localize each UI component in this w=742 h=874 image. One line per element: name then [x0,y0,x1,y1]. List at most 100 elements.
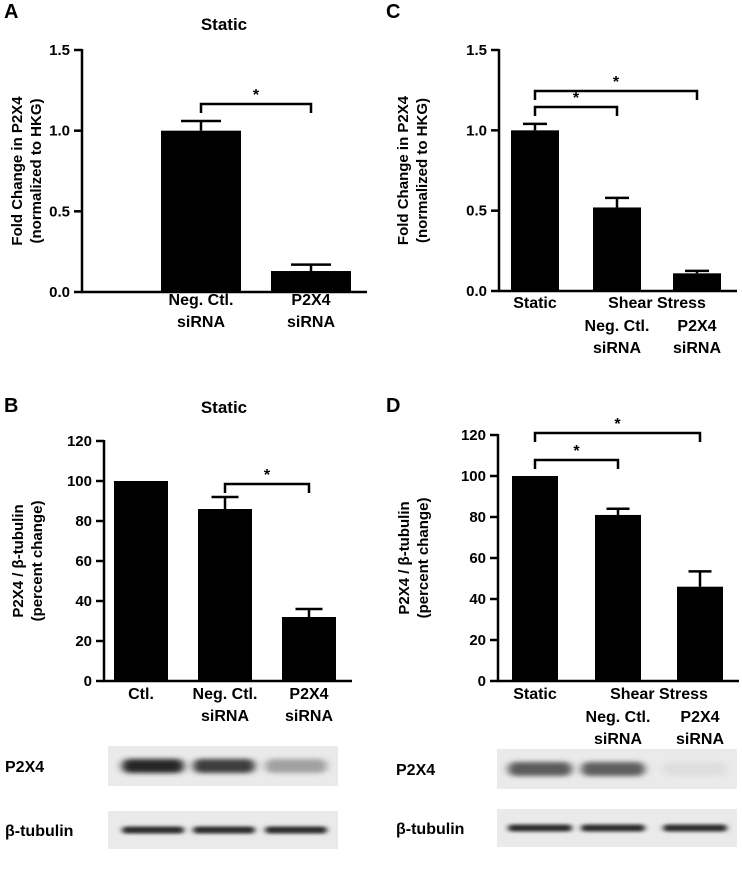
panel-letter-a: A [4,1,18,23]
y-axis-label-line: P2X4 / β-tubulin [396,501,413,614]
blot-band [663,762,727,776]
y-tick-label: 1.0 [49,123,70,140]
y-axis-label-line: (normalized to HKG) [28,98,45,243]
blot-band [265,826,327,834]
panel-letter-d: D [386,395,400,417]
y-tick-label: 0.0 [49,284,70,301]
blot-band [122,759,184,773]
significance-bracket [199,102,313,113]
blot-row-beta-tubulin: β-tubulin [396,809,737,847]
x-category-label: P2X4 [291,292,330,309]
panel-letter-c: C [386,1,400,23]
blot-band [663,824,727,832]
blot-band [122,826,184,834]
blot-row-label: P2X4 [5,759,44,776]
x-category-label: P2X4 [677,318,716,335]
significance-bracket [533,431,702,442]
chart-b: Static P2X4 / β-tubulin (percent change) 0 2… [10,398,352,725]
significance-mark: * [614,416,621,433]
blot-row-label: β-tubulin [396,821,464,838]
blot-row-p2x4: P2X4 [5,746,338,786]
y-axis-label: P2X4 / β-tubulin (percent change) [10,501,46,622]
bar [198,509,252,681]
y-tick-label: 1.5 [466,42,487,59]
x-group-label: Shear Stress [608,295,706,312]
significance-bracket [533,89,699,100]
x-category-label: Static [513,295,557,312]
y-axis-label: Fold Change in P2X4 (normalized to HKG) [9,96,45,246]
x-category-label: siRNA [287,314,335,331]
y-tick-label: 20 [75,633,92,650]
x-category-label: Neg. Ctl. [193,686,258,703]
x-category-label: Neg. Ctl. [169,292,234,309]
blot-band [508,762,572,776]
y-tick-label: 60 [75,553,92,570]
significance-bracket [533,105,619,116]
chart-title: Static [201,15,247,34]
bar [161,130,241,292]
y-tick-label: 80 [469,509,486,526]
y-tick-label: 0 [478,673,486,690]
y-axis-label-line: (percent change) [29,501,46,622]
y-tick-label: 60 [469,550,486,567]
y-tick-label: 40 [75,593,92,610]
significance-mark: * [264,467,271,484]
bar [593,207,641,291]
x-group-label: Shear Stress [610,686,708,703]
blot-row-label: β-tubulin [5,823,73,840]
x-category-label: siRNA [676,731,724,748]
x-category-label: siRNA [594,731,642,748]
y-tick-label: 1.0 [466,122,487,139]
y-tick-label: 0.0 [466,283,487,300]
chart-title: Static [201,398,247,417]
y-axis-label: P2X4 / β-tubulin (percent change) [396,498,432,619]
blot-band [508,824,572,832]
x-category-label: siRNA [285,708,333,725]
blot-band [581,824,645,832]
x-category-label: Ctl. [128,686,154,703]
y-tick-label: 0.5 [466,203,487,220]
y-tick-label: 0 [84,673,92,690]
y-tick-label: 80 [75,513,92,530]
y-tick-label: 40 [469,591,486,608]
y-tick-label: 1.5 [49,42,70,59]
x-category-label: siRNA [201,708,249,725]
x-category-label: Neg. Ctl. [585,318,650,335]
blot-band [193,826,255,834]
bar [673,273,721,291]
x-category-label: siRNA [593,340,641,357]
y-tick-label: 120 [461,427,486,444]
bar [512,476,558,681]
bar [511,130,559,291]
significance-mark: * [253,87,260,104]
y-axis-label-line: Fold Change in P2X4 [9,96,26,246]
x-category-label: P2X4 [289,686,328,703]
bar [677,586,723,681]
blot-band [265,759,327,773]
blot-band [581,762,645,776]
bar [114,481,168,681]
western-blot-d: P2X4 β-tubulin [396,749,737,847]
significance-mark: * [573,90,580,107]
y-tick-label: 0.5 [49,203,70,220]
blot-row-p2x4: P2X4 [396,749,737,789]
x-category-label: Static [513,686,557,703]
y-axis-label: Fold Change in P2X4 (normalized to HKG) [395,95,431,245]
significance-mark: * [573,443,580,460]
chart-d: P2X4 / β-tubulin (percent change) 0 20 40 60 8… [396,416,739,748]
bar [595,514,641,681]
x-category-label: siRNA [673,340,721,357]
western-blot-b: P2X4 β-tubulin [5,746,338,849]
y-axis-label-line: Fold Change in P2X4 [395,95,412,245]
blot-row-beta-tubulin: β-tubulin [5,811,338,849]
chart-a: Static Fold Change in P2X4 (normalized to … [9,15,367,331]
significance-mark: * [613,74,620,91]
y-tick-label: 100 [461,468,486,485]
blot-row-label: P2X4 [396,762,435,779]
x-category-label: Neg. Ctl. [586,709,651,726]
x-category-label: siRNA [177,314,225,331]
significance-bracket [533,458,620,469]
y-axis-label-line: (normalized to HKG) [414,98,431,243]
y-tick-label: 120 [67,433,92,450]
